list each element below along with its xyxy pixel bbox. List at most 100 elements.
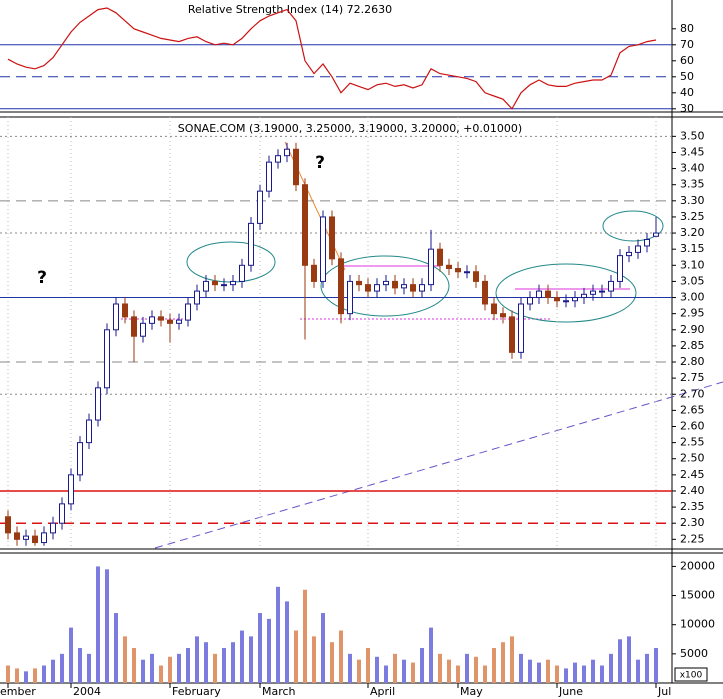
volume-bar [132, 648, 136, 683]
unit-label: x100 [680, 671, 703, 681]
y-tick-label: 2.65 [680, 403, 705, 416]
volume-bar [591, 659, 595, 683]
y-tick-label: 2.40 [680, 484, 705, 497]
candle-body [104, 329, 110, 389]
volume-bar [600, 665, 604, 683]
candle-body [464, 271, 470, 274]
candle-body [455, 268, 461, 273]
volume-bar [285, 601, 289, 683]
volume-bar [186, 648, 190, 683]
volume-bar [87, 653, 91, 683]
candle-body [563, 300, 569, 303]
candle-body [50, 522, 56, 534]
volume-bar [150, 653, 154, 683]
y-tick-label: 3.15 [680, 242, 705, 255]
candle-body [599, 290, 605, 293]
volume-bar [654, 648, 658, 683]
candle-body [257, 190, 263, 224]
candle-body [437, 248, 443, 266]
y-tick-label: 3.05 [680, 274, 705, 287]
volume-bar [24, 671, 28, 683]
y-tick-label: 3.25 [680, 210, 705, 223]
volume-bar [69, 627, 73, 683]
volume-bar [6, 665, 10, 683]
y-tick-label: 3.30 [680, 194, 705, 207]
candle-body [572, 297, 578, 302]
candle-body [77, 442, 83, 476]
volume-bar [366, 648, 370, 683]
y-tick-label: 2.60 [680, 419, 705, 432]
y-tick-label: 20000 [680, 559, 715, 572]
candle-body [482, 280, 488, 305]
y-tick-label: 2.85 [680, 339, 705, 352]
candle-body [509, 316, 515, 353]
candle-body [266, 161, 272, 192]
y-tick-label: 2.70 [680, 387, 705, 400]
candle-body [122, 303, 128, 318]
volume-bar [159, 665, 163, 683]
volume-bar [303, 589, 307, 683]
y-tick-label: 3.40 [680, 162, 705, 175]
candle-body [644, 239, 650, 247]
volume-bar [15, 668, 19, 683]
y-tick-label: 2.45 [680, 468, 705, 481]
candle-body [14, 532, 20, 540]
candle-body [167, 319, 173, 324]
y-tick-label: 3.35 [680, 178, 705, 191]
volume-bar [42, 665, 46, 683]
volume-bar [276, 586, 280, 683]
volume-bar [465, 653, 469, 683]
volume-bar [420, 648, 424, 683]
volume-bar [123, 636, 127, 683]
volume-bar [357, 659, 361, 683]
volume-bar [249, 636, 253, 683]
y-tick-label: 3.50 [680, 129, 705, 142]
candle-body [131, 316, 137, 337]
x-tick-label: April [370, 685, 395, 698]
volume-bar [258, 613, 262, 683]
volume-bar [222, 648, 226, 683]
candle-body [302, 184, 308, 266]
volume-bar [483, 665, 487, 683]
candle-body [320, 216, 326, 282]
candle-body [293, 148, 299, 186]
volume-bar [60, 653, 64, 683]
volume-bar [168, 656, 172, 683]
x-tick-label: June [558, 685, 583, 698]
volume-bar [438, 653, 442, 683]
candle-body [185, 303, 191, 321]
volume-bar [474, 656, 478, 683]
candle-body [410, 284, 416, 292]
volume-bar [204, 642, 208, 683]
candle-body [590, 290, 596, 295]
y-tick-label: 3.45 [680, 145, 705, 158]
candle-body [581, 293, 587, 299]
volume-bar [429, 627, 433, 683]
volume-bar [339, 630, 343, 683]
candle-body [419, 284, 425, 292]
pattern-ellipse [602, 210, 664, 242]
candle-body [23, 535, 29, 540]
candle-body [635, 245, 641, 253]
x-tick-label: 2004 [73, 685, 101, 698]
candle-body [356, 280, 362, 286]
candle-body [5, 516, 11, 534]
volume-bar [546, 659, 550, 683]
candle-body [149, 316, 155, 324]
candle-body [491, 303, 497, 315]
candle-body [626, 251, 632, 257]
volume-bar [294, 630, 298, 683]
volume-bar [141, 659, 145, 683]
volume-bar [78, 648, 82, 683]
rsi-title: Relative Strength Index (14) 72.2630 [188, 3, 392, 16]
y-tick-label: 60 [680, 54, 694, 67]
candle-body [347, 280, 353, 315]
volume-bar [582, 665, 586, 683]
y-tick-label: 5000 [680, 647, 708, 660]
volume-bar [114, 613, 118, 683]
y-tick-label: 2.30 [680, 516, 705, 529]
candle-body [329, 216, 335, 260]
volume-bar [213, 653, 217, 683]
y-tick-label: 15000 [680, 589, 715, 602]
